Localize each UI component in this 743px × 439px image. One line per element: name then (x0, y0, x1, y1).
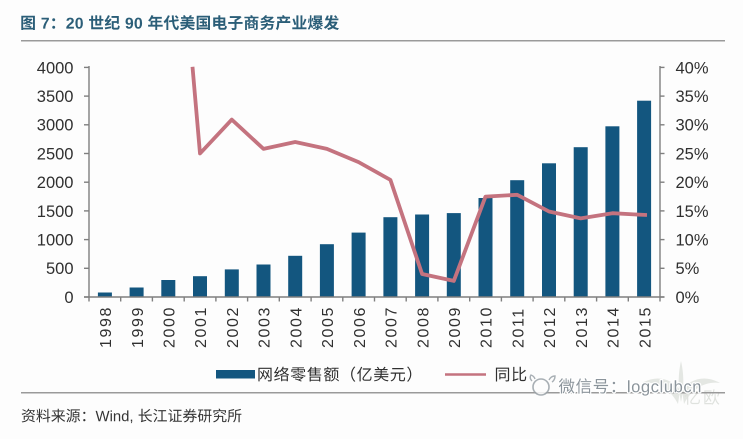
svg-text:10%: 10% (676, 232, 709, 250)
svg-text:2010: 2010 (479, 306, 496, 348)
svg-text:15%: 15% (676, 203, 709, 221)
svg-text:2009: 2009 (447, 306, 464, 348)
svg-text:1000: 1000 (37, 232, 74, 250)
svg-text:2006: 2006 (352, 306, 369, 348)
svg-text:2011: 2011 (511, 307, 528, 348)
svg-text:0: 0 (64, 289, 73, 307)
svg-text:3000: 3000 (37, 117, 74, 135)
svg-text:35%: 35% (676, 88, 709, 106)
svg-text:2008: 2008 (415, 306, 432, 348)
svg-text:25%: 25% (676, 145, 709, 163)
svg-text:2500: 2500 (37, 145, 74, 163)
svg-text:2000: 2000 (37, 174, 74, 192)
svg-text:3500: 3500 (37, 88, 74, 106)
svg-text:40%: 40% (676, 59, 709, 77)
svg-text:2015: 2015 (637, 306, 654, 348)
svg-text:2005: 2005 (320, 306, 337, 348)
svg-text:2001: 2001 (193, 306, 210, 348)
svg-text:2003: 2003 (257, 306, 274, 348)
svg-text:500: 500 (46, 260, 74, 278)
svg-text:2002: 2002 (225, 306, 242, 348)
svg-text:1998: 1998 (98, 306, 115, 348)
svg-text:2014: 2014 (606, 306, 623, 348)
svg-text:4000: 4000 (37, 59, 74, 77)
svg-text:1999: 1999 (130, 306, 147, 348)
svg-text:2000: 2000 (162, 306, 179, 348)
svg-text:20%: 20% (676, 174, 709, 192)
svg-text:5%: 5% (676, 260, 700, 278)
svg-text:2004: 2004 (288, 306, 305, 348)
svg-text:1500: 1500 (37, 203, 74, 221)
svg-text:0%: 0% (676, 289, 700, 307)
svg-text:2012: 2012 (542, 306, 559, 348)
svg-text:30%: 30% (676, 117, 709, 135)
svg-text:2007: 2007 (384, 306, 401, 348)
svg-text:2013: 2013 (574, 306, 591, 348)
